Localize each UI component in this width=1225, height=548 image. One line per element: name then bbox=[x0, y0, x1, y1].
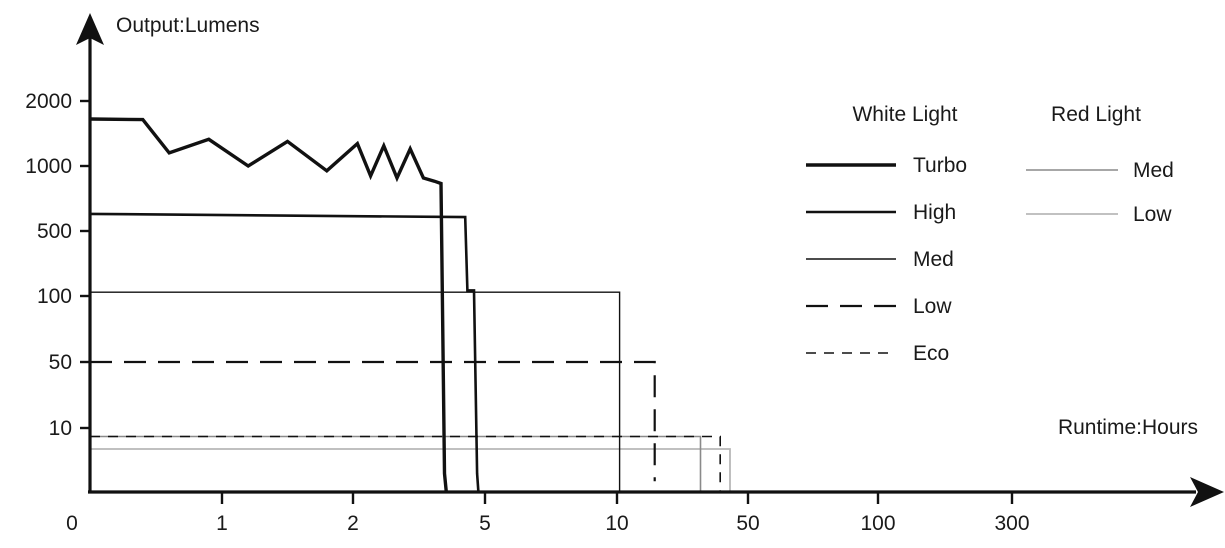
legend-title-red-light: Red Light bbox=[1051, 103, 1141, 126]
y-tick-label-500: 500 bbox=[37, 220, 72, 243]
x-axis-arrow bbox=[1190, 477, 1224, 507]
x-axis-title: Runtime:Hours bbox=[1058, 416, 1198, 439]
x-tick-label-100: 100 bbox=[860, 512, 895, 535]
legend-label-white-light-low: Low bbox=[913, 295, 952, 318]
y-tick-label-100: 100 bbox=[37, 285, 72, 308]
series-red-light-med bbox=[90, 435, 702, 492]
x-tick-label-50: 50 bbox=[736, 512, 759, 535]
legend-label-white-light-high: High bbox=[913, 201, 956, 224]
y-tick-label-50: 50 bbox=[49, 351, 72, 374]
series-red-light-low bbox=[90, 448, 731, 492]
legend-label-white-light-med: Med bbox=[913, 248, 954, 271]
axes-layer bbox=[76, 13, 1224, 507]
legend-label-red-light-low: Low bbox=[1133, 203, 1172, 226]
y-tick-label-1000: 1000 bbox=[25, 155, 72, 178]
y-tick-label-10: 10 bbox=[49, 417, 72, 440]
legend-label-red-light-med: Med bbox=[1133, 159, 1174, 182]
series-white-light-low bbox=[90, 360, 656, 482]
x-tick-label-0: 0 bbox=[66, 512, 78, 535]
ticks-layer: 10 50 100 500 1000 2000 0 1 2 5 10 50 100 300 bbox=[25, 90, 1029, 535]
x-tick-label-1: 1 bbox=[216, 512, 228, 535]
legend: White Light Turbo High Med Low Eco Red Light Me… bbox=[806, 103, 1174, 365]
series-layer bbox=[89, 117, 731, 493]
y-tick-label-2000: 2000 bbox=[25, 90, 72, 113]
x-tick-label-300: 300 bbox=[994, 512, 1029, 535]
x-tick-label-2: 2 bbox=[347, 512, 359, 535]
legend-label-white-light-eco: Eco bbox=[913, 342, 949, 365]
legend-title-white-light: White Light bbox=[852, 103, 957, 126]
x-tick-label-5: 5 bbox=[479, 512, 491, 535]
series-white-light-med bbox=[90, 291, 621, 492]
series-white-light-eco bbox=[90, 435, 721, 492]
series-white-light-high bbox=[89, 212, 480, 493]
legend-label-white-light-turbo: Turbo bbox=[913, 154, 967, 177]
y-axis-title: Output:Lumens bbox=[116, 14, 260, 37]
y-axis-arrow bbox=[76, 13, 104, 45]
x-tick-label-10: 10 bbox=[605, 512, 628, 535]
series-white-light-turbo bbox=[89, 117, 448, 493]
